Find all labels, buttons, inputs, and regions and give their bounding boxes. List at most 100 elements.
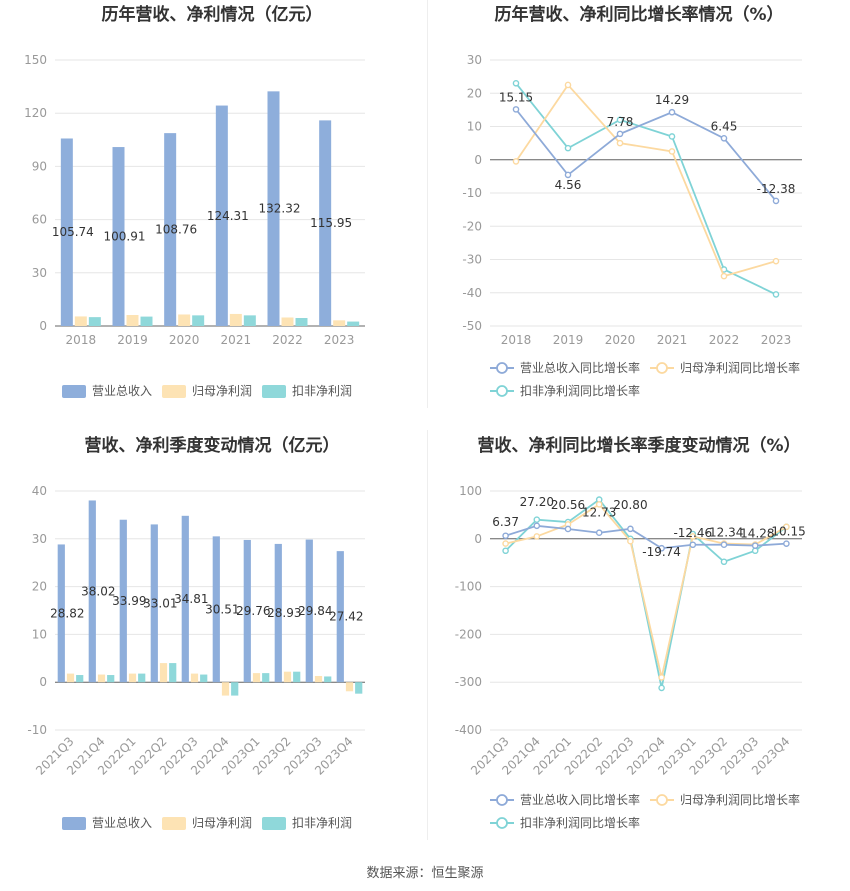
x-tick-label: 2022 bbox=[272, 333, 303, 347]
bar bbox=[169, 663, 177, 683]
bar bbox=[150, 524, 158, 683]
y-tick-label: -10 bbox=[462, 186, 482, 200]
bar bbox=[243, 539, 251, 683]
bar bbox=[128, 673, 137, 683]
y-tick-label: 10 bbox=[32, 627, 47, 641]
data-label: 7.78 bbox=[607, 115, 634, 129]
chart-quarterly-values: 营收、净利季度变动情况（亿元） -1001020304028.8238.0233… bbox=[27, 435, 365, 830]
legend-label: 扣非净利润 bbox=[292, 816, 352, 830]
data-label: 28.82 bbox=[50, 606, 84, 620]
data-point bbox=[616, 130, 624, 138]
data-label: 6.45 bbox=[711, 119, 738, 133]
y-tick-label: 120 bbox=[24, 106, 47, 120]
top-divider bbox=[427, 0, 428, 408]
legend-marker bbox=[656, 362, 668, 374]
data-label: 29.76 bbox=[236, 604, 270, 618]
data-label: 30.51 bbox=[205, 602, 239, 616]
data-point bbox=[595, 501, 603, 508]
bar bbox=[119, 519, 127, 683]
bar bbox=[97, 674, 106, 683]
data-label: -12.46 bbox=[673, 526, 712, 540]
bar bbox=[274, 543, 282, 683]
data-point bbox=[564, 81, 572, 89]
data-label: 27.42 bbox=[329, 610, 363, 624]
data-point bbox=[720, 135, 728, 142]
data-label: 4.56 bbox=[555, 178, 582, 192]
series-line bbox=[505, 503, 787, 678]
data-label: 6.37 bbox=[492, 515, 519, 529]
legend-label: 扣非净利润同比增长率 bbox=[520, 383, 640, 398]
legend-label: 归母净利润同比增长率 bbox=[680, 792, 800, 807]
y-tick-label: 0 bbox=[39, 675, 47, 689]
bar bbox=[140, 316, 153, 326]
legend-label: 归母净利润同比增长率 bbox=[680, 360, 800, 375]
data-point bbox=[658, 674, 665, 681]
y-tick-label: 90 bbox=[32, 159, 47, 173]
data-point bbox=[502, 547, 509, 555]
y-tick-label: -20 bbox=[462, 219, 482, 233]
data-label: -14.28 bbox=[736, 527, 775, 541]
data-label: 100.91 bbox=[104, 230, 146, 244]
data-label: 14.29 bbox=[655, 93, 689, 107]
bar bbox=[229, 313, 242, 326]
data-label: -19.74 bbox=[642, 545, 681, 559]
bar bbox=[262, 673, 270, 683]
y-tick-label: -200 bbox=[455, 627, 482, 641]
y-tick-label: 20 bbox=[467, 86, 482, 100]
data-label: 34.81 bbox=[174, 592, 208, 606]
data-point bbox=[658, 544, 665, 552]
bar bbox=[319, 120, 332, 326]
data-point bbox=[772, 291, 780, 298]
data-point bbox=[668, 133, 676, 140]
legend-label: 扣非净利润同比增长率 bbox=[520, 815, 640, 830]
y-tick-label: -50 bbox=[462, 319, 482, 333]
bar bbox=[336, 551, 344, 683]
series-line bbox=[504, 498, 787, 689]
data-label: -12.34 bbox=[705, 526, 744, 540]
data-point bbox=[751, 542, 759, 549]
bar bbox=[283, 671, 292, 683]
bar bbox=[178, 314, 191, 326]
data-point bbox=[595, 529, 603, 537]
data-label: 105.74 bbox=[52, 225, 94, 239]
data-label: 28.93 bbox=[267, 606, 301, 620]
data-point bbox=[627, 525, 634, 533]
data-label: 108.76 bbox=[155, 223, 197, 237]
data-source: 数据来源：恒生聚源 bbox=[366, 866, 484, 881]
data-point bbox=[512, 106, 520, 113]
bar bbox=[305, 539, 313, 683]
legend-marker bbox=[496, 362, 508, 374]
y-tick-label: 40 bbox=[32, 484, 47, 498]
data-point bbox=[533, 516, 541, 523]
data-point bbox=[533, 533, 541, 540]
bar bbox=[215, 105, 228, 326]
y-tick-label: -400 bbox=[455, 723, 482, 737]
bar bbox=[112, 147, 125, 326]
data-point bbox=[512, 158, 520, 165]
y-tick-label: 30 bbox=[32, 266, 47, 280]
data-point bbox=[720, 541, 728, 548]
bar bbox=[231, 682, 239, 696]
data-point bbox=[689, 541, 697, 549]
y-tick-label: 30 bbox=[467, 53, 482, 67]
y-tick-label: 30 bbox=[32, 532, 47, 546]
bar bbox=[221, 682, 230, 696]
bar bbox=[164, 133, 177, 326]
y-tick-label: -10 bbox=[27, 723, 47, 737]
data-point bbox=[720, 272, 728, 280]
bar bbox=[347, 321, 360, 326]
x-tick-label: 2023 bbox=[761, 333, 792, 347]
x-tick-label: 2018 bbox=[66, 333, 97, 347]
bar bbox=[66, 673, 75, 683]
data-point bbox=[616, 116, 624, 124]
data-label: 15.15 bbox=[499, 90, 533, 104]
y-tick-label: 0 bbox=[474, 532, 482, 546]
data-label: 33.01 bbox=[143, 596, 177, 610]
bar bbox=[159, 663, 168, 683]
x-tick-label: 2023 bbox=[324, 333, 355, 347]
legend-marker bbox=[496, 385, 508, 397]
y-tick-label: 20 bbox=[32, 580, 47, 594]
legend-swatch bbox=[62, 385, 86, 398]
bar bbox=[293, 671, 301, 683]
bar bbox=[252, 673, 261, 683]
